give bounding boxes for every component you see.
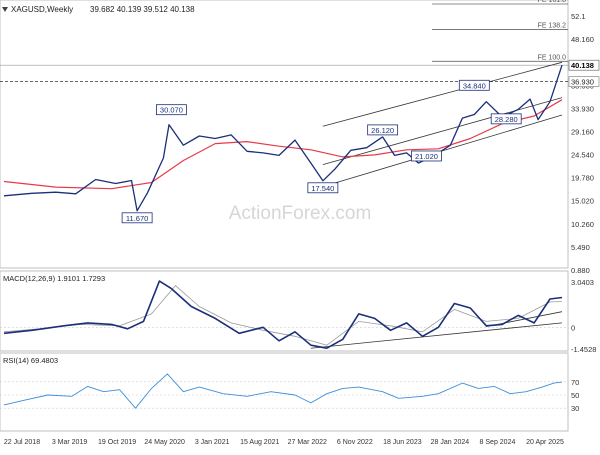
x-tick-label: 19 Oct 2019 [98,439,136,446]
dashed-level-value: 36.930 [571,78,594,87]
rsi-title: RSI(14) 69.4803 [3,356,58,365]
current-price-value: 40.138 [571,61,594,70]
moving-average-line [3,99,563,190]
annotation-box [155,104,187,116]
x-tick-label: 15 Aug 2021 [240,439,279,446]
triangle-down-icon [2,7,8,12]
rsi-y-tick-label: 50 [571,391,579,400]
price-y-tick-label: 52.1 [571,12,586,21]
price-y-tick-label: 0.880 [571,266,590,275]
price-line [3,64,563,212]
x-tick-label: 22 Jul 2018 [4,439,40,446]
annotation-label: 30.070 [160,106,183,115]
annotation-label: 17.540 [311,184,334,193]
fib-level-label: FE 100.0 [538,54,567,61]
macd-line [3,280,563,350]
price-y-tick-label: 24.540 [571,151,594,160]
annotation-box [367,124,399,136]
current-price-tag [568,59,600,71]
price-y-tick-label: 19.780 [571,174,594,183]
x-tick-label: 3 Mar 2019 [52,439,88,446]
x-tick-label: 20 Apr 2025 [526,439,564,446]
price-y-tick-label: 5.490 [571,243,590,252]
rsi-y-tick-label: 30 [571,404,579,413]
macd-y-tick-label: -1.4528 [571,345,596,354]
dashed-level-tag [568,76,600,87]
price-y-tick-label: 10.260 [571,220,594,229]
annotation-label: 21.020 [415,152,438,161]
rsi-y-tick-label: 70 [571,378,579,387]
annotation-box [490,113,522,125]
annotation-box [307,182,339,194]
channel-line-middle [322,97,563,166]
annotation-label: 11.670 [126,214,148,223]
annotation-label: 34.840 [463,81,486,90]
symbol-label: XAGUSD,Weekly [11,5,73,14]
x-tick-label: 8 Sep 2024 [480,439,516,446]
fib-level-label: FE 161.8 [538,0,567,4]
watermark: ActionForex.com [229,203,372,224]
macd-panel-frame [0,270,569,352]
price-y-tick-label: 48.160 [571,35,594,44]
price-y-tick-label: 15.020 [571,197,594,206]
chart-header: XAGUSD,Weekly 39.682 40.139 39.512 40.13… [2,5,195,14]
price-y-tick-label: 29.160 [571,127,594,136]
macd-signal-line [3,285,563,346]
x-tick-label: 18 Jun 2023 [383,439,422,446]
price-y-tick-label: 33.930 [571,104,594,113]
annotation-box [458,79,490,91]
x-tick-label: 3 Jan 2021 [195,439,230,446]
annotation-box [121,212,153,224]
annotation-box [411,150,442,162]
x-tick-label: 6 Nov 2022 [337,439,373,446]
panel-frames [0,0,569,432]
macd-y-tick-label: 0 [571,323,575,332]
rsi-panel-frame [0,352,569,432]
macd-trendline [310,322,563,349]
price-panel-frame [0,0,569,269]
x-tick-label: 27 Mar 2022 [288,439,327,446]
x-tick-label: 24 May 2020 [144,439,185,446]
channel-line-upper [322,61,563,127]
rsi-line [3,373,563,409]
x-tick-label: 28 Jan 2024 [431,439,470,446]
annotation-label: 28.280 [495,115,518,124]
annotation-label: 26.120 [371,126,394,135]
macd-y-tick-label: 3.0403 [571,278,594,287]
macd-title: MACD(12,26,9) 1.9101 1.7293 [3,274,105,283]
ohlc-readout: 39.682 40.139 39.512 40.138 [90,5,195,14]
fib-level-label: FE 138.2 [538,23,567,30]
